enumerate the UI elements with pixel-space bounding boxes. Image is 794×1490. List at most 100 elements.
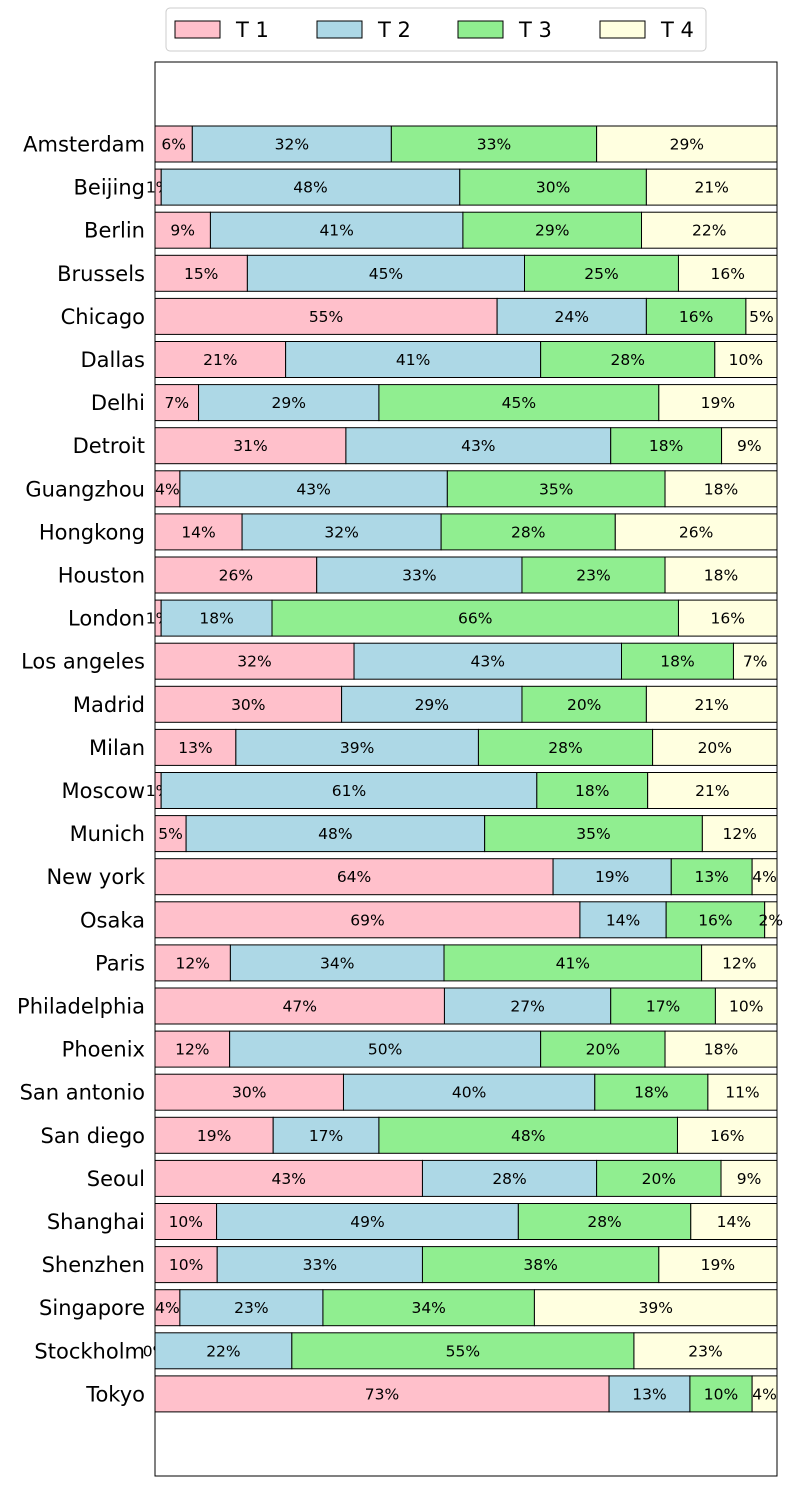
data-label-los-angeles-t2: 43% (471, 653, 505, 671)
bar-segment-beijing-t2 (160, 168, 461, 206)
data-label-milan-t2: 39% (340, 739, 374, 757)
bar-segment-san-diego-t4 (676, 1116, 778, 1154)
data-label-madrid-t2: 29% (415, 696, 449, 714)
data-label-detroit-t2: 43% (461, 437, 495, 455)
y-tick-label-detroit: Detroit (73, 434, 145, 458)
data-label-chicago-t3: 16% (679, 308, 713, 326)
data-label-london-t2: 18% (199, 610, 233, 628)
bar-segment-beijing-t4 (645, 168, 778, 206)
bar-segment-paris-t3 (443, 944, 703, 982)
data-label-munich-t3: 35% (576, 825, 610, 843)
data-label-shenzhen-t3: 38% (523, 1256, 557, 1274)
y-tick-label-brussels: Brussels (57, 262, 145, 286)
bar-segment-san-antonio-t4 (707, 1073, 778, 1111)
data-label-houston-t1: 26% (219, 567, 253, 585)
data-label-brussels-t1: 15% (184, 265, 218, 283)
y-tick-label-stockholm: Stockholm (34, 1339, 145, 1363)
bar-segment-madrid-t1 (154, 685, 343, 723)
bar-segment-seoul-t2 (421, 1159, 598, 1197)
data-label-los-angeles-t3: 18% (660, 653, 694, 671)
bar-segment-singapore-t1 (154, 1289, 181, 1327)
data-label-guangzhou-t4: 18% (704, 480, 738, 498)
bar-segment-brussels-t2 (246, 254, 526, 292)
data-label-philadelphia-t3: 17% (646, 998, 680, 1016)
bar-segment-singapore-t2 (179, 1289, 324, 1327)
bar-segment-osaka-t1 (154, 901, 581, 939)
data-label-chicago-t2: 24% (555, 308, 589, 326)
bar-segment-shanghai-t4 (690, 1203, 778, 1240)
data-label-singapore-t2: 23% (234, 1299, 268, 1317)
y-tick-label-munich: Munich (70, 822, 145, 846)
data-label-shanghai-t1: 10% (169, 1213, 203, 1231)
data-label-guangzhou-t3: 35% (539, 480, 573, 498)
bar-segment-houston-t3 (521, 556, 666, 594)
y-tick-label-tokyo: Tokyo (85, 1382, 145, 1406)
data-label-madrid-t3: 20% (567, 696, 601, 714)
bar-segment-san-antonio-t3 (594, 1073, 709, 1111)
data-label-stockholm-t3: 55% (446, 1342, 480, 1360)
y-tick-label-milan: Milan (89, 736, 145, 760)
data-label-madrid-t1: 30% (231, 696, 265, 714)
data-label-dallas-t4: 10% (729, 351, 763, 369)
data-label-philadelphia-t1: 47% (282, 998, 316, 1016)
y-tick-label-paris: Paris (95, 951, 145, 975)
bar-segment-phoenix-t1 (154, 1030, 231, 1068)
bar-segment-los-angeles-t3 (621, 642, 734, 680)
data-label-san-antonio-t3: 18% (634, 1084, 668, 1102)
bar-segment-berlin-t3 (462, 211, 643, 249)
bar-segment-dallas-t3 (540, 341, 716, 378)
legend-label-t3: T 3 (518, 18, 552, 42)
data-label-new-york-t1: 64% (337, 868, 371, 886)
bar-segment-shenzhen-t4 (658, 1246, 778, 1284)
data-label-detroit-t1: 31% (233, 437, 267, 455)
data-label-berlin-t4: 22% (692, 222, 726, 240)
bar-segment-amsterdam-t1 (154, 125, 193, 163)
data-label-philadelphia-t2: 27% (510, 998, 544, 1016)
bar-segment-guangzhou-t2 (179, 470, 448, 508)
data-label-delhi-t2: 29% (272, 394, 306, 412)
bar-segment-phoenix-t2 (229, 1030, 542, 1068)
data-label-philadelphia-t4: 10% (729, 998, 763, 1016)
data-label-osaka-t2: 14% (606, 911, 640, 929)
data-label-osaka-t4: 2% (759, 911, 784, 929)
data-label-san-antonio-t4: 11% (725, 1084, 759, 1102)
data-label-san-diego-t2: 17% (309, 1127, 343, 1145)
data-label-new-york-t2: 19% (595, 868, 629, 886)
legend-label-t2: T 2 (377, 18, 411, 42)
bar-segment-philadelphia-t1 (154, 987, 445, 1025)
data-label-shanghai-t3: 28% (587, 1213, 621, 1231)
bar-segment-madrid-t3 (521, 685, 647, 723)
legend-swatch-t3 (457, 20, 504, 39)
bar-segment-paris-t4 (701, 944, 778, 982)
data-label-chicago-t1: 55% (309, 308, 343, 326)
y-tick-label-singapore: Singapore (39, 1296, 145, 1320)
bar-segment-brussels-t4 (677, 254, 778, 292)
data-label-berlin-t2: 41% (319, 222, 353, 240)
bar-segment-shanghai-t2 (216, 1203, 519, 1240)
bars-group: 6% 32% 33% 29%1% 48% 30% 21%9% 41% 29% 22%15% 45% 2… (143, 125, 784, 1413)
y-tick-label-san-antonio: San antonio (20, 1081, 145, 1105)
data-label-moscow-t3: 18% (575, 782, 609, 800)
bar-segment-seoul-t4 (720, 1159, 778, 1197)
data-label-shanghai-t4: 14% (717, 1213, 751, 1231)
data-label-brussels-t3: 25% (584, 265, 618, 283)
bar-segment-shenzhen-t1 (154, 1246, 218, 1284)
bar-segment-los-angeles-t4 (732, 642, 778, 680)
bar-segment-singapore-t4 (533, 1289, 778, 1327)
bar-segment-philadelphia-t4 (714, 987, 778, 1025)
bar-segment-detroit-t1 (154, 427, 347, 465)
bar-segment-brussels-t3 (524, 254, 679, 292)
data-label-munich-t2: 48% (318, 825, 352, 843)
data-label-stockholm-t2: 22% (206, 1342, 240, 1360)
bar-segment-tokyo-t4 (751, 1375, 778, 1413)
bar-segment-hongkong-t3 (440, 513, 616, 551)
bar-segment-london-t4 (677, 599, 778, 637)
data-label-singapore-t3: 34% (411, 1299, 445, 1317)
data-label-berlin-t3: 29% (535, 222, 569, 240)
data-label-dallas-t3: 28% (610, 351, 644, 369)
bar-segment-delhi-t4 (658, 384, 778, 422)
bar-segment-new-york-t4 (751, 858, 778, 896)
data-label-san-antonio-t1: 30% (232, 1084, 266, 1102)
bar-segment-hongkong-t1 (154, 513, 243, 551)
